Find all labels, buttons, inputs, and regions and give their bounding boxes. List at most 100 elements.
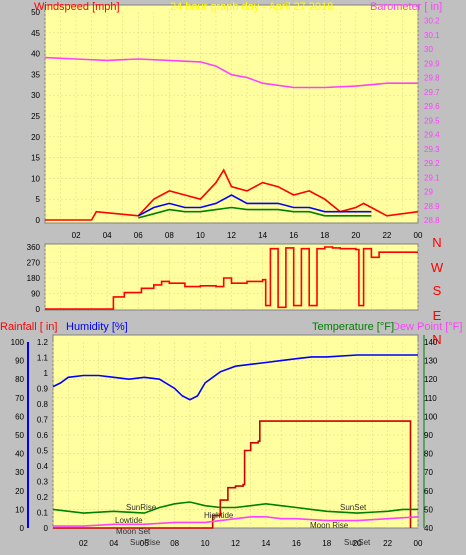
y-tick-label: 180 <box>27 274 41 283</box>
y-tick-label: 50 <box>15 431 24 440</box>
y-tick-label: 120 <box>424 375 438 384</box>
y-tick-label: 28.9 <box>424 202 440 211</box>
x-tick-label: 02 <box>72 231 81 240</box>
dewpoint-axis-label: Dew Point [°F] <box>392 321 462 333</box>
y-tick-label: 100 <box>11 338 25 347</box>
y-tick-label: 80 <box>424 450 433 459</box>
y-tick-label: 20 <box>31 133 40 142</box>
y-tick-label: 35 <box>31 70 40 79</box>
y-tick-label: 30 <box>424 45 433 54</box>
y-tick-label: 140 <box>424 338 438 347</box>
y-tick-label: 10 <box>31 174 40 183</box>
y-tick-label: 29.5 <box>424 116 440 125</box>
humidity-line <box>52 354 418 401</box>
y-tick-label: 70 <box>15 394 24 403</box>
y-tick-label: 5 <box>36 195 41 204</box>
x-tick-label: 16 <box>289 231 298 240</box>
temperature-axis-label: Temperature [°F] <box>312 321 394 333</box>
x-tick-label: 22 <box>383 539 392 548</box>
compass-label: N <box>432 332 441 347</box>
humidity-axis-label: Humidity [%] <box>66 321 128 333</box>
x-tick-label: 06 <box>140 539 149 548</box>
y-tick-label: 0 <box>36 305 41 314</box>
y-tick-label: 0.9 <box>37 385 49 394</box>
y-tick-label: 1.2 <box>37 338 49 347</box>
y-tick-label: 100 <box>424 412 438 421</box>
y-tick-label: 40 <box>424 524 433 533</box>
y-tick-label: 0 <box>20 524 25 533</box>
windspeed-axis-label: Windspeed [mph] <box>34 1 120 13</box>
y-tick-label: 90 <box>15 357 24 366</box>
y-tick-label: 30 <box>15 468 24 477</box>
x-tick-label: 10 <box>201 539 210 548</box>
y-tick-label: 0 <box>44 524 49 533</box>
y-tick-label: 360 <box>27 243 41 252</box>
astro-annotation: Hightide <box>204 511 234 520</box>
x-tick-label: 20 <box>351 231 360 240</box>
astro-annotation: SunRise <box>130 538 161 547</box>
compass-label: E <box>433 308 442 323</box>
x-tick-label: 00 <box>414 539 423 548</box>
y-tick-label: 30 <box>31 91 40 100</box>
rain-humidity-temp-series <box>52 354 419 529</box>
y-tick-label: 0.8 <box>37 400 49 409</box>
y-tick-label: 29.7 <box>424 88 440 97</box>
y-tick-label: 45 <box>31 29 40 38</box>
wind-barometer-panel: 02 04 06 08 10 12 14 16 18 20 22 000510152025303540… <box>31 1 442 240</box>
wind-average-line <box>137 194 372 217</box>
y-tick-label: 270 <box>27 259 41 268</box>
y-tick-label: 0.1 <box>37 509 49 518</box>
astro-tide-annotations: Lowtide Moon Set SunRise SunRise Hightide Moo… <box>115 503 371 547</box>
x-tick-label: 16 <box>292 539 301 548</box>
y-tick-label: 0 <box>36 216 41 225</box>
rain-humidity-temp-grid <box>52 342 419 528</box>
y-tick-label: 29.6 <box>424 102 440 111</box>
x-tick-label: 06 <box>134 231 143 240</box>
wind-barometer-series <box>44 56 419 221</box>
y-tick-label: 25 <box>31 112 40 121</box>
y-tick-label: 50 <box>31 8 40 17</box>
y-tick-label: 0.6 <box>37 431 49 440</box>
x-tick-label: 00 <box>414 231 423 240</box>
x-tick-label: 08 <box>165 231 174 240</box>
y-tick-label: 29 <box>424 188 433 197</box>
rainfall-axis-label: Rainfall [ in] <box>0 321 57 333</box>
x-tick-label: 14 <box>261 539 270 548</box>
y-tick-label: 28.8 <box>424 216 440 225</box>
x-tick-label: 12 <box>227 231 236 240</box>
x-tick-label: 18 <box>320 231 329 240</box>
y-tick-label: 10 <box>15 505 24 514</box>
x-tick-label: 14 <box>258 231 267 240</box>
y-tick-label: 70 <box>424 468 433 477</box>
compass-label: W <box>431 260 444 275</box>
x-tick-label: 20 <box>353 539 362 548</box>
x-tick-label: 18 <box>322 539 331 548</box>
x-tick-label: 04 <box>109 539 118 548</box>
y-tick-label: 20 <box>15 487 24 496</box>
y-tick-label: 0.4 <box>37 462 49 471</box>
compass-label: S <box>433 283 442 298</box>
y-tick-label: 30.1 <box>424 31 440 40</box>
y-tick-label: 60 <box>424 487 433 496</box>
y-tick-label: 1.1 <box>37 354 49 363</box>
y-tick-label: 29.9 <box>424 59 440 68</box>
wind-direction-series <box>45 246 418 310</box>
y-tick-label: 29.4 <box>424 131 440 140</box>
dewpoint-line <box>53 516 419 527</box>
wind-direction-line <box>45 246 418 310</box>
y-tick-label: 29.8 <box>424 74 440 83</box>
x-tick-label: 04 <box>103 231 112 240</box>
y-tick-label: 90 <box>31 290 40 299</box>
rain-humidity-temp-panel: 02 04 06 08 10 12 14 16 18 20 22 000102030405060708… <box>0 321 462 548</box>
y-tick-label: 29.3 <box>424 145 440 154</box>
y-tick-label: 60 <box>15 412 24 421</box>
astro-annotation: Lowtide <box>115 516 143 525</box>
barometer-axis-label: Barometer [ in] <box>370 1 442 13</box>
y-tick-label: 80 <box>15 375 24 384</box>
y-tick-label: 40 <box>31 50 40 59</box>
compass-label: N <box>432 235 441 250</box>
